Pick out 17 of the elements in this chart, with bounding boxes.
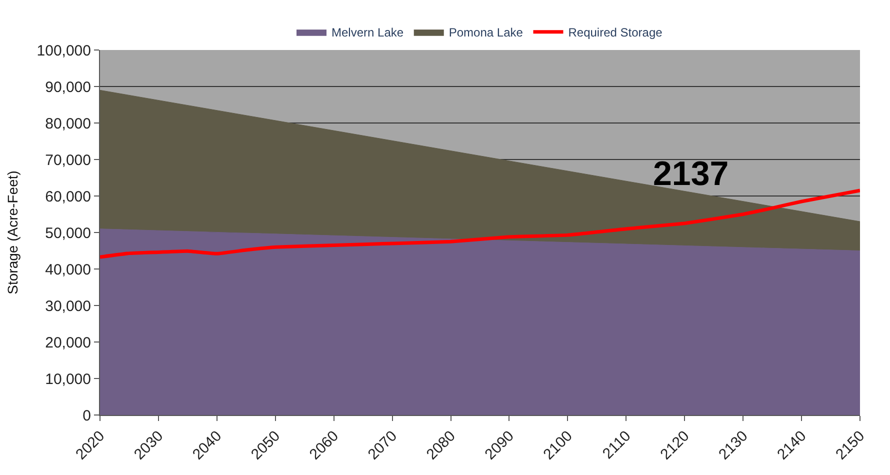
y-tick-label: 30,000 bbox=[45, 298, 91, 315]
y-tick-label: 90,000 bbox=[45, 78, 91, 96]
y-tick-label: 20,000 bbox=[45, 334, 91, 352]
annotation: 2137 bbox=[653, 155, 729, 193]
line-series bbox=[100, 188, 860, 259]
y-tick-label: 80,000 bbox=[45, 115, 91, 132]
legend-label: Required Storage bbox=[568, 26, 663, 40]
y-tick-label: 40,000 bbox=[45, 261, 91, 278]
y-tick-label: 60,000 bbox=[45, 188, 91, 206]
y-tick-label: 70,000 bbox=[45, 152, 91, 169]
legend-label: Melvern Lake bbox=[332, 26, 404, 40]
y-tick-label: 50,000 bbox=[45, 224, 91, 242]
legend-label: Pomona Lake bbox=[448, 26, 524, 40]
y-tick-label: 0 bbox=[82, 407, 91, 424]
y-tick-label: 100,000 bbox=[36, 42, 91, 60]
y-tick-label: 10,000 bbox=[45, 370, 91, 388]
y-axis-title: Storage (Acre-Feet) bbox=[4, 170, 20, 294]
